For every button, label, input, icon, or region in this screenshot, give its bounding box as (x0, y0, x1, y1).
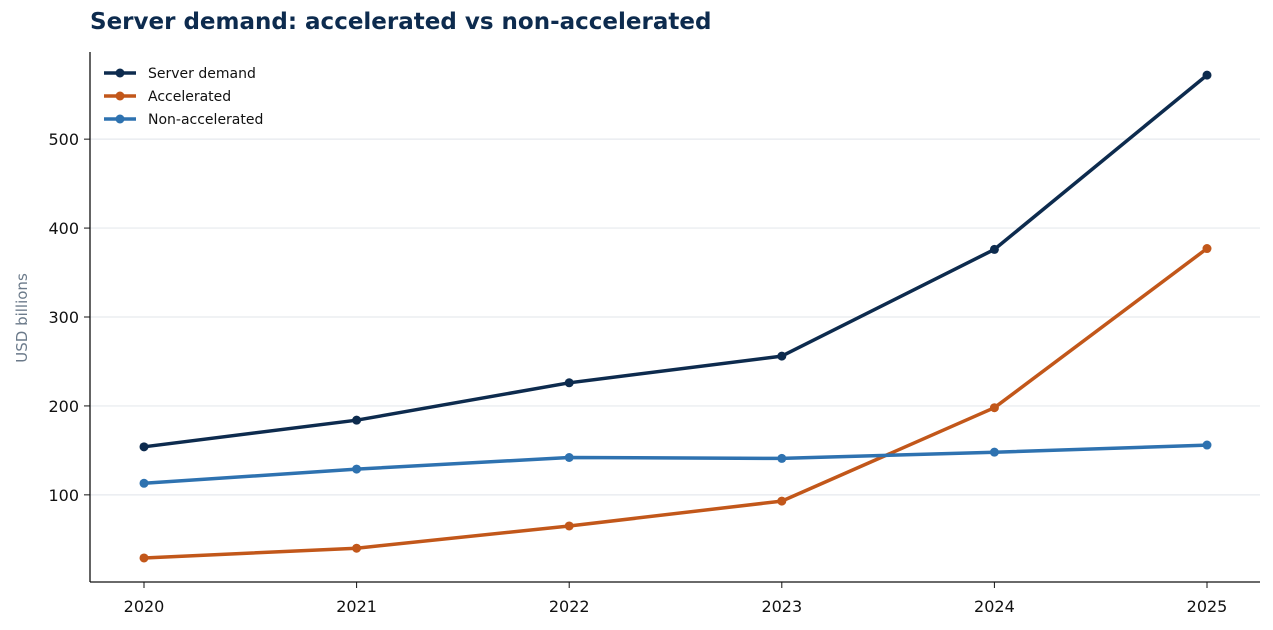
y-axis-label: USD billions (13, 273, 31, 363)
data-point-non-accelerated (777, 453, 787, 463)
data-point-server-demand (352, 415, 362, 425)
series-non-accelerated (139, 440, 1212, 488)
series-line-accelerated (142, 246, 1209, 560)
legend-item-server-demand: Server demand (104, 66, 256, 82)
y-tick-label: 300 (48, 308, 79, 327)
data-point-non-accelerated (989, 447, 999, 457)
x-tick-label: 2024 (974, 597, 1015, 616)
data-point-server-demand (1202, 70, 1212, 80)
data-point-non-accelerated (564, 453, 574, 463)
legend-swatch-marker (115, 68, 125, 78)
data-point-accelerated (1202, 244, 1212, 254)
axes: 100 200 300 400 500 2020 2021 2022 2023 2024 2025 (48, 52, 1260, 616)
series-server-demand (139, 70, 1212, 452)
chart-title: Server demand: accelerated vs non-accele… (90, 9, 712, 35)
legend-swatch-marker (115, 91, 125, 101)
data-point-non-accelerated (1202, 440, 1212, 450)
legend-swatch-marker (115, 114, 125, 124)
data-point-server-demand (989, 244, 999, 254)
data-point-accelerated (352, 543, 362, 553)
data-point-server-demand (139, 442, 149, 452)
legend-label: Server demand (148, 66, 256, 82)
series-lines (139, 70, 1212, 563)
data-point-accelerated (777, 496, 787, 506)
y-tick-label: 500 (48, 130, 79, 149)
legend-label: Non-accelerated (148, 112, 263, 128)
series-line-server-demand (142, 73, 1209, 449)
series-line-non-accelerated (142, 443, 1209, 486)
legend-item-accelerated: Accelerated (104, 89, 231, 105)
series-accelerated (139, 244, 1212, 563)
legend-item-non-accelerated: Non-accelerated (104, 112, 263, 128)
data-point-server-demand (564, 378, 574, 388)
y-tick-label: 400 (48, 219, 79, 238)
data-point-non-accelerated (352, 464, 362, 474)
data-point-non-accelerated (139, 478, 149, 488)
x-tick-label: 2025 (1187, 597, 1228, 616)
data-point-accelerated (989, 403, 999, 413)
gridlines (90, 138, 1260, 496)
data-point-accelerated (139, 553, 149, 563)
legend: Server demand Accelerated Non-accelerated (104, 66, 263, 128)
y-tick-label: 200 (48, 397, 79, 416)
data-point-accelerated (564, 521, 574, 531)
x-tick-label: 2023 (761, 597, 802, 616)
x-tick-label: 2021 (336, 597, 377, 616)
x-tick-label: 2020 (124, 597, 165, 616)
y-tick-label: 100 (48, 486, 79, 505)
x-tick-label: 2022 (549, 597, 590, 616)
legend-label: Accelerated (148, 89, 231, 105)
data-point-server-demand (777, 351, 787, 361)
